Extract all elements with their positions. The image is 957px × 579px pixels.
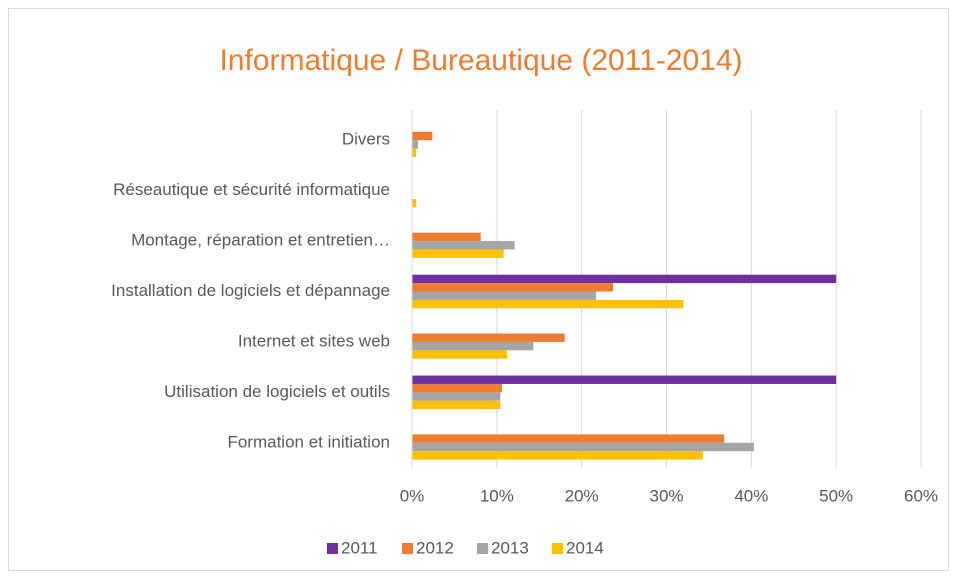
bar — [412, 333, 565, 342]
y-tick-label: Réseautique et sécurité informatique — [113, 180, 390, 199]
y-tick-label: Utilisation de logiciels et outils — [164, 382, 390, 401]
bar — [412, 341, 534, 351]
legend-label: 2014 — [566, 538, 604, 557]
bar — [412, 299, 684, 309]
bar — [412, 375, 837, 384]
x-tick-label: 50% — [819, 486, 853, 505]
bar — [412, 400, 501, 410]
x-tick-label: 30% — [649, 486, 683, 505]
x-tick-label: 60% — [904, 486, 938, 505]
bar — [412, 131, 433, 141]
x-tick-label: 10% — [480, 486, 514, 505]
bar — [412, 140, 418, 149]
legend-label: 2012 — [416, 538, 454, 557]
bar — [412, 232, 481, 242]
bar — [412, 383, 502, 393]
bar — [412, 241, 515, 250]
bar — [412, 392, 501, 401]
y-tick-label: Installation de logiciels et dépannage — [111, 281, 390, 300]
y-tick-label: Montage, réparation et entretien… — [131, 231, 390, 250]
bar — [412, 451, 703, 460]
x-tick-label: 40% — [734, 486, 768, 505]
legend-label: 2011 — [341, 538, 378, 557]
bar — [412, 442, 754, 452]
bar — [412, 274, 837, 284]
bar — [412, 434, 725, 443]
y-tick-label: Divers — [342, 130, 390, 149]
legend-label: 2013 — [491, 538, 529, 557]
bar — [412, 283, 614, 292]
chart-title: Informatique / Bureautique (2011-2014) — [219, 44, 742, 77]
bar — [412, 249, 504, 258]
x-tick-label: 20% — [565, 486, 599, 505]
bar — [412, 199, 417, 208]
y-tick-label: Formation et initiation — [227, 432, 390, 451]
y-tick-label: Internet et sites web — [238, 331, 390, 350]
x-tick-label: 0% — [400, 486, 425, 505]
bar — [412, 350, 508, 359]
legend-swatch — [477, 543, 488, 554]
legend-swatch — [327, 543, 338, 554]
bar — [412, 148, 417, 158]
bar — [412, 291, 597, 300]
legend-swatch — [402, 543, 413, 554]
legend-swatch — [552, 543, 563, 554]
